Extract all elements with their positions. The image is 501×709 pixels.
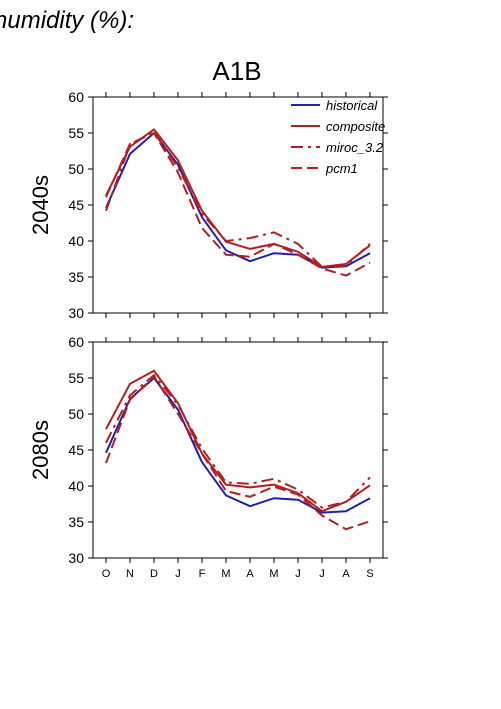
panel-label: 2040s (28, 175, 53, 235)
chart-panel-2040s: 30 35 40 45 50 55 60 2040s historical composite mi… (28, 89, 388, 321)
x-tick-label: A (342, 568, 350, 580)
legend: historical composite miroc_3.2 pcm1 (291, 98, 385, 176)
x-tick-label: J (295, 568, 301, 580)
y-tick-label: 30 (68, 550, 84, 566)
y-tick-label: 45 (68, 442, 84, 458)
series-line-miroc-3-2 (105, 374, 371, 509)
y-tick-label: 60 (68, 89, 84, 105)
y-tick-label: 35 (68, 514, 84, 530)
y-tick-label: 45 (68, 197, 84, 213)
y-tick-label: 55 (68, 370, 84, 386)
y-tick-label: 40 (68, 233, 84, 249)
y-tick-label: 35 (68, 269, 84, 285)
series-line-pcm1 (105, 375, 371, 531)
y-tick-label: 40 (68, 478, 84, 494)
legend-label-pcm1: pcm1 (325, 161, 358, 176)
x-tick-label: D (150, 568, 158, 580)
y-tick-label: 30 (68, 305, 84, 321)
y-tick-label: 55 (68, 125, 84, 141)
scenario-title: A1B (212, 56, 261, 86)
x-tick-label: J (319, 568, 325, 580)
series-line-composite (105, 369, 371, 513)
x-tick-label: A (246, 568, 254, 580)
plot-frame (92, 341, 384, 559)
x-tick-label: M (221, 568, 230, 580)
y-tick-label: 50 (68, 406, 84, 422)
chart-panel-2080s: 30 35 40 45 50 55 60 O N D J F M A M J J A S 2080s (28, 334, 388, 580)
y-tick-label: 50 (68, 161, 84, 177)
legend-label-miroc: miroc_3.2 (326, 140, 384, 155)
legend-label-composite: composite (326, 119, 385, 134)
panel-label: 2080s (28, 420, 53, 480)
x-tick-label: J (175, 568, 181, 580)
y-tick-label: 60 (68, 334, 84, 350)
x-tick-label: F (199, 568, 206, 580)
legend-label-historical: historical (326, 98, 378, 113)
series-line-historical (105, 377, 371, 514)
figure-header: humidity (%): (0, 7, 134, 34)
x-tick-label: N (126, 568, 134, 580)
x-tick-label: O (102, 568, 111, 580)
series-line-pcm1 (105, 132, 371, 277)
panels: 30 35 40 45 50 55 60 2040s historical composite mi… (28, 89, 388, 580)
x-tick-label: M (269, 568, 278, 580)
x-tick-label: S (366, 568, 373, 580)
